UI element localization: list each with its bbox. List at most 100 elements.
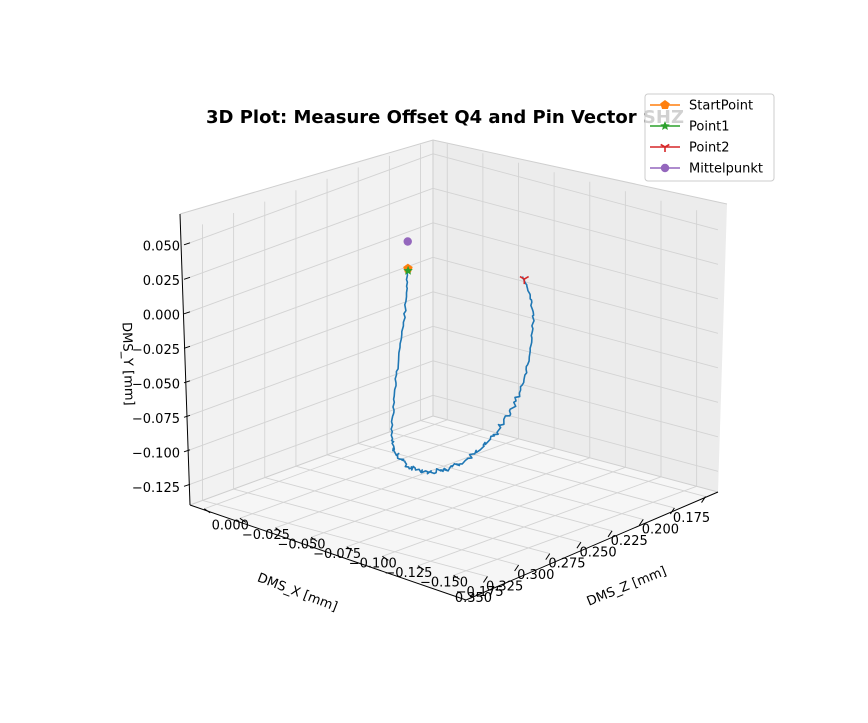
x-tick-mark: [576, 541, 582, 549]
x-tick-label: 0.225: [611, 534, 648, 549]
grid-line-y-right: [432, 325, 719, 403]
trajectory-line: [390, 268, 535, 475]
z-tick-mark: [417, 565, 425, 571]
z-tick-mark: [203, 508, 211, 514]
grid-line-x-floor: [389, 431, 675, 509]
z-tick-mark: [239, 517, 247, 523]
grid-line-y-right: [432, 153, 719, 231]
axis-lines: [179, 213, 719, 601]
axis-ticks: 0.1750.2000.2250.2500.2750.3000.3250.350…: [132, 239, 710, 606]
z-tick-label: −0.175: [456, 585, 504, 600]
grid-line-y-left: [189, 153, 434, 244]
grid-lines: [189, 143, 719, 577]
grid-line-y-right: [432, 222, 719, 300]
y-tick-label: −0.025: [132, 343, 180, 358]
z-tick-label: −0.125: [384, 566, 432, 581]
y-tick-label: −0.075: [132, 412, 180, 427]
pane-right: [433, 140, 727, 492]
y-tick-label: 0.000: [143, 308, 180, 323]
y-tick-mark: [183, 483, 191, 487]
grid-line-x-floor: [202, 500, 488, 577]
marker-point2: [519, 275, 530, 285]
chart-title: 3D Plot: Measure Offset Q4 and Pin Vecto…: [206, 107, 684, 128]
grid-line-z-floor: [204, 419, 448, 510]
x-tick-mark: [607, 530, 613, 538]
y-tick-mark: [183, 345, 191, 349]
marker-point2-arm: [519, 275, 525, 280]
grid-line-y-right: [432, 394, 719, 472]
x-tick-label: 0.300: [517, 568, 554, 583]
grid-line-z-floor: [239, 428, 484, 519]
y-axis-label: DMS_Y [mm]: [119, 322, 137, 406]
z-tick-mark: [382, 555, 389, 561]
z-tick-label: −0.100: [349, 556, 397, 571]
legend-marker-point1: [660, 121, 670, 130]
legend: StartPoint Point1 Point2 Mittelpunkt: [644, 93, 775, 182]
grid-line-y-left: [189, 222, 434, 313]
pane-left: [180, 140, 433, 505]
legend-marker-point2-arm: [664, 143, 670, 148]
x-tick-label: 0.175: [673, 511, 710, 526]
x-axis-line: [189, 504, 467, 601]
grid-line-y-right: [432, 187, 719, 265]
z-tick-label: −0.075: [313, 547, 361, 562]
y-tick-mark: [183, 380, 191, 384]
z-tick-mark: [275, 527, 282, 533]
y-tick-mark: [183, 449, 191, 453]
legend-label-point1: Point1: [689, 120, 730, 135]
x-tick-mark: [638, 519, 644, 526]
y-tick-mark: [183, 242, 191, 246]
x-tick-mark: [483, 576, 488, 583]
z-tick-label: −0.025: [242, 528, 290, 543]
y-axis-line: [179, 213, 191, 506]
x-tick-label: 0.200: [642, 522, 679, 537]
x-tick-label: 0.275: [548, 557, 585, 572]
z-tick-label: −0.150: [420, 575, 468, 590]
legend-marker-point2: [660, 143, 670, 152]
x-tick-label: 0.250: [579, 545, 616, 560]
z-tick-label: −0.050: [277, 537, 325, 552]
y-tick-label: −0.100: [132, 446, 180, 461]
grid-line-y-left: [189, 187, 434, 278]
y-tick-label: 0.050: [143, 239, 180, 254]
grid-line-y-left: [189, 325, 434, 416]
y-tick-label: −0.125: [132, 481, 180, 496]
marker-point2-arm: [523, 275, 530, 280]
y-tick-mark: [183, 311, 191, 315]
x-tick-mark: [701, 496, 706, 503]
z-tick-mark: [453, 574, 460, 580]
grid-line-x-floor: [326, 454, 613, 532]
marker-mittelpunkt: [403, 237, 412, 246]
grid-line-z-floor: [382, 466, 626, 557]
z-tick-mark: [310, 536, 318, 542]
x-tick-label: 0.325: [486, 580, 523, 595]
x-tick-mark: [669, 507, 675, 515]
grid-line-y-right: [432, 360, 719, 438]
y-tick-mark: [183, 276, 191, 280]
legend-label-startpoint: StartPoint: [689, 99, 753, 114]
z-tick-label: 0.000: [212, 518, 249, 533]
grid-line-z-floor: [346, 457, 590, 548]
grid-line-z-floor: [275, 438, 519, 529]
grid-line-y-left: [189, 360, 434, 451]
legend-marker-point2-arm: [660, 143, 666, 148]
grid-line-x-floor: [233, 488, 519, 566]
legend-marker-mittelpunkt: [660, 163, 670, 173]
marker-point1: [403, 265, 413, 275]
series-layer: [390, 237, 535, 475]
grid-line-y-right: [432, 256, 719, 334]
grid-line-y-left: [189, 291, 434, 382]
x-tick-mark: [545, 553, 551, 560]
grid-line-z-floor: [453, 485, 697, 576]
y-tick-label: 0.025: [143, 274, 180, 289]
grid-line-x-floor: [420, 420, 706, 497]
y-tick-mark: [183, 414, 191, 418]
grid-line-x-floor: [358, 442, 644, 520]
legend-marker-startpoint: [660, 100, 670, 109]
grid-line-y-right: [432, 291, 719, 369]
grid-line-y-left: [189, 256, 434, 347]
grid-line-z-floor: [417, 476, 662, 567]
y-tick-label: −0.050: [132, 377, 180, 392]
x-tick-label: 0.350: [455, 591, 492, 606]
